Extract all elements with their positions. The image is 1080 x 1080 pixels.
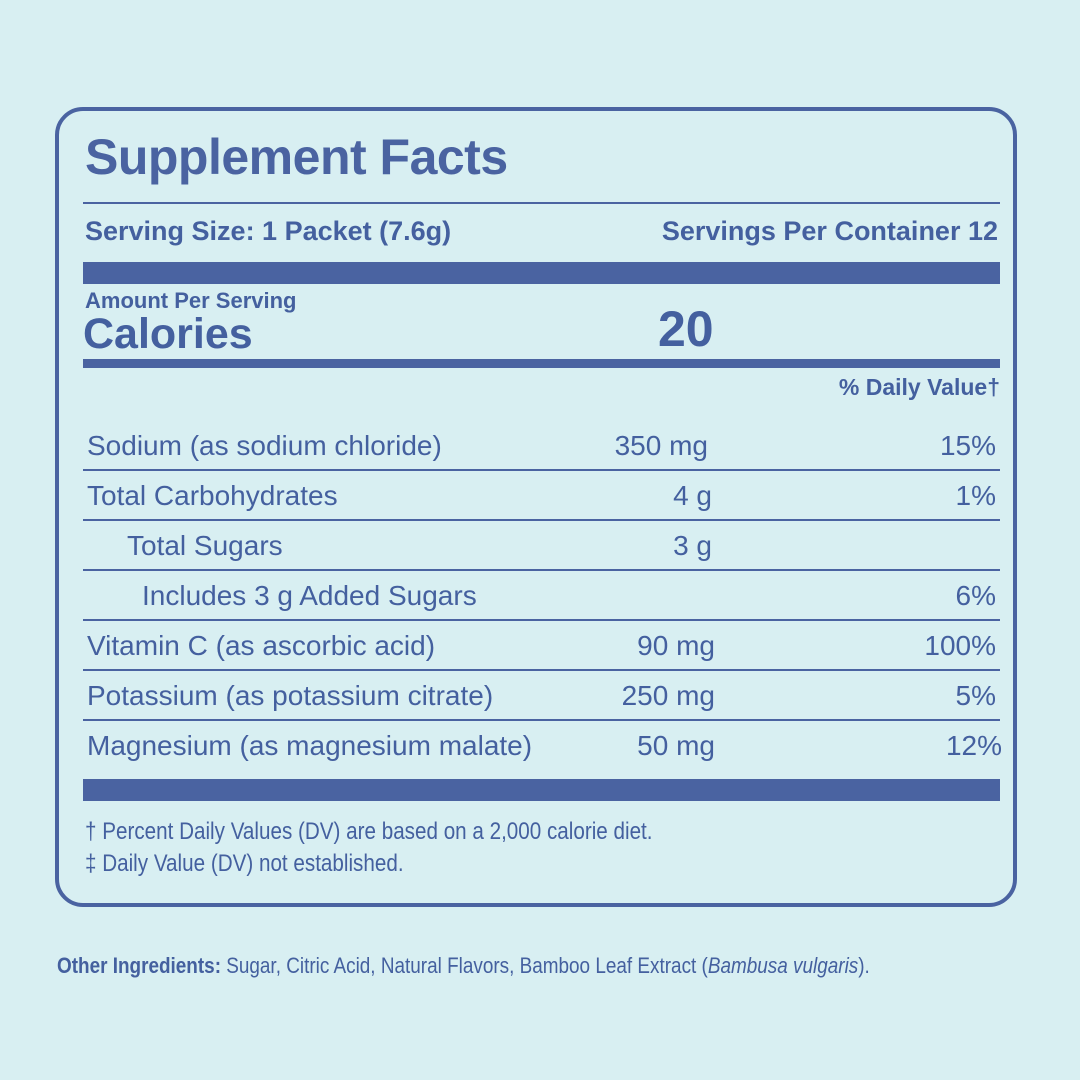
nutrient-dv: 100% xyxy=(924,630,996,661)
thick-bar-top xyxy=(83,262,1000,284)
nutrient-name: Magnesium (as magnesium malate) xyxy=(87,730,533,761)
daily-value-header: % Daily Value† xyxy=(838,374,1000,400)
footnote-dagger: † Percent Daily Values (DV) are based on… xyxy=(85,818,653,845)
nutrient-amount: 3 g xyxy=(673,530,712,561)
servings-per-container: Servings Per Container 12 xyxy=(661,216,998,246)
serving-size: Serving Size: 1 Packet (7.6g) xyxy=(85,216,452,246)
other-ingredients-italic: Bambusa vulgaris xyxy=(707,953,859,978)
medium-bar xyxy=(83,359,1000,368)
row-divider xyxy=(83,569,1000,571)
nutrient-amount: 350 mg xyxy=(614,430,708,461)
nutrient-dv: 6% xyxy=(955,580,996,611)
other-ingredients-end: ). xyxy=(858,953,870,978)
other-ingredients-text: Sugar, Citric Acid, Natural Flavors, Bam… xyxy=(220,953,708,978)
row-divider xyxy=(83,719,1000,721)
nutrient-amount: 4 g xyxy=(673,480,712,511)
calories-value: 20 xyxy=(658,301,714,357)
nutrient-amount: 250 mg xyxy=(621,680,715,711)
label-title: Supplement Facts xyxy=(85,129,508,185)
nutrient-name: Potassium (as potassium citrate) xyxy=(87,680,494,711)
footnote-double-dagger: ‡ Daily Value (DV) not established. xyxy=(85,850,404,877)
calories-label: Calories xyxy=(83,310,253,358)
row-divider xyxy=(83,669,1000,671)
nutrient-dv: 1% xyxy=(955,480,996,511)
divider-title xyxy=(83,202,1000,204)
nutrient-amount: 90 mg xyxy=(637,630,715,661)
row-divider xyxy=(83,469,1000,471)
amount-per-serving: Amount Per Serving xyxy=(85,288,297,313)
nutrient-name: Sodium (as sodium chloride) xyxy=(87,430,442,461)
nutrient-dv: 12% xyxy=(945,730,1002,761)
other-ingredients-label: Other Ingredients: xyxy=(57,953,221,978)
nutrient-name: Includes 3 g Added Sugars xyxy=(142,580,477,611)
row-divider xyxy=(83,619,1000,621)
nutrient-amount: 50 mg xyxy=(637,730,715,761)
nutrient-dv: 15% xyxy=(939,430,996,461)
nutrient-name: Total Sugars xyxy=(127,530,283,561)
other-ingredients: Other Ingredients: Sugar, Citric Acid, N… xyxy=(57,953,870,979)
nutrient-dv: 5% xyxy=(955,680,996,711)
supplement-facts-panel xyxy=(55,107,1017,907)
nutrient-name: Total Carbohydrates xyxy=(87,480,338,511)
row-divider xyxy=(83,519,1000,521)
nutrient-name: Vitamin C (as ascorbic acid) xyxy=(87,630,436,661)
thick-bar-bottom xyxy=(83,779,1000,801)
